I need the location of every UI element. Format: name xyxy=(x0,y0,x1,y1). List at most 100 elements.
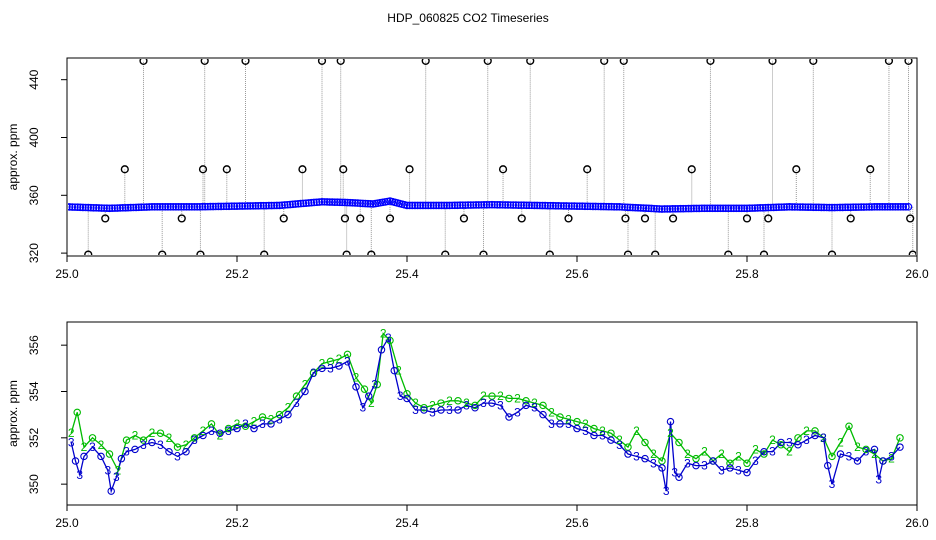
baseline-point xyxy=(854,203,863,211)
baseline-point xyxy=(676,204,685,213)
series-point-3 xyxy=(390,366,398,375)
baseline-point xyxy=(567,202,576,210)
baseline-point xyxy=(169,203,178,211)
baseline-point xyxy=(461,201,470,209)
outlier-point xyxy=(600,59,609,65)
baseline-point xyxy=(615,203,624,211)
baseline-point xyxy=(172,203,180,211)
baseline-point xyxy=(485,200,494,209)
outlier-point xyxy=(583,165,592,174)
outlier-point xyxy=(526,59,535,65)
baseline-point xyxy=(338,198,347,207)
baseline-point xyxy=(480,201,488,209)
series-digit-2: 2 xyxy=(429,398,436,412)
series-digit-3: 3 xyxy=(888,449,895,463)
series-point-3 xyxy=(420,406,428,414)
series-point-3 xyxy=(556,420,564,428)
baseline-point xyxy=(838,203,847,212)
baseline-point xyxy=(875,203,884,211)
x-tick-label: 25.0 xyxy=(55,267,79,281)
baseline-point xyxy=(772,203,781,212)
baseline-point xyxy=(599,202,608,211)
series-point-3 xyxy=(624,450,632,458)
baseline-point xyxy=(71,203,79,211)
series-digit-3: 3 xyxy=(68,435,75,449)
series-digit-2: 2 xyxy=(234,417,241,431)
baseline-point xyxy=(549,201,557,210)
series-digit-3: 3 xyxy=(480,396,487,410)
outlier-point xyxy=(421,59,430,65)
baseline-point xyxy=(498,201,507,209)
series-digit-2: 2 xyxy=(380,327,387,341)
baseline-point xyxy=(92,204,101,212)
x-tick-label: 25.2 xyxy=(225,516,249,530)
series-point-3 xyxy=(760,447,768,456)
series-point-3 xyxy=(182,447,190,456)
series-point-3 xyxy=(437,406,445,414)
series-digit-3: 3 xyxy=(429,405,436,419)
series-point-2 xyxy=(862,445,870,454)
outlier-point xyxy=(196,250,205,255)
series-digit-2: 2 xyxy=(251,415,258,429)
baseline-point xyxy=(193,203,201,211)
baseline-point xyxy=(328,198,337,206)
baseline-point xyxy=(291,200,300,208)
series-point-3 xyxy=(590,431,598,440)
baseline-point xyxy=(674,204,682,213)
baseline-point xyxy=(437,201,446,210)
series-point-3 xyxy=(165,447,173,456)
series-point-2 xyxy=(845,422,853,430)
series-digit-3: 3 xyxy=(412,403,419,417)
series-digit-2: 2 xyxy=(582,417,589,431)
series-point-3 xyxy=(641,454,649,463)
baseline-point xyxy=(591,202,600,211)
y-tick-label: 360 xyxy=(27,185,41,205)
y-tick-label: 320 xyxy=(27,243,41,263)
baseline-point xyxy=(68,203,74,211)
series-digit-2: 2 xyxy=(68,426,75,440)
baseline-point xyxy=(631,203,640,212)
baseline-point xyxy=(644,204,653,213)
series-point-3 xyxy=(148,438,156,447)
series-digit-3: 3 xyxy=(820,431,827,445)
series-digit-3: 3 xyxy=(310,366,317,380)
baseline-point xyxy=(158,203,167,211)
outlier-point xyxy=(640,214,650,223)
series-digit-3: 3 xyxy=(104,463,111,477)
baseline-point xyxy=(174,203,183,211)
baseline-point xyxy=(203,202,212,211)
baseline-point xyxy=(522,201,531,210)
series-point-3 xyxy=(675,473,683,481)
series-digit-2: 2 xyxy=(888,452,895,466)
baseline-point xyxy=(777,203,786,211)
series-point-3 xyxy=(117,454,126,463)
series-digit-2: 2 xyxy=(149,426,156,440)
baseline-point xyxy=(211,202,220,211)
baseline-point xyxy=(493,200,502,209)
baseline-point xyxy=(278,201,286,209)
baseline-point xyxy=(581,202,589,211)
series-digit-2: 2 xyxy=(183,438,190,452)
series-point-2 xyxy=(122,436,131,444)
series-point-3 xyxy=(870,445,879,454)
series-digit-3: 3 xyxy=(359,401,366,415)
baseline-point xyxy=(536,201,544,210)
series-point-2 xyxy=(471,401,479,410)
baseline-point xyxy=(809,203,818,212)
baseline-point xyxy=(652,204,661,213)
series-digit-3: 3 xyxy=(616,438,623,452)
baseline-point xyxy=(111,204,119,212)
baseline-point xyxy=(259,201,268,210)
baseline-point xyxy=(538,201,547,210)
baseline-point xyxy=(626,203,634,212)
baseline-point xyxy=(865,203,873,211)
baseline-point xyxy=(793,203,802,211)
baseline-point xyxy=(639,204,648,212)
series-digit-3: 3 xyxy=(242,417,249,431)
baseline-point xyxy=(458,201,467,209)
series-digit-3: 3 xyxy=(157,438,164,452)
baseline-point xyxy=(578,202,587,211)
series-digit-3: 3 xyxy=(565,417,572,431)
baseline-point xyxy=(353,199,362,207)
series-point-3 xyxy=(216,429,224,437)
